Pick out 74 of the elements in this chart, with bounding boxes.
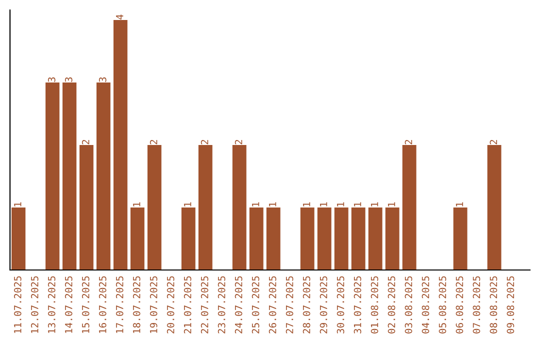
x-tick-label: 15.07.2025: [82, 276, 90, 333]
data-label: 1: [388, 202, 396, 206]
x-tick-label: 11.07.2025: [14, 276, 22, 333]
bar: [113, 20, 128, 270]
x-tick-label: 04.08.2025: [422, 276, 430, 334]
x-tick-label: 20.07.2025: [166, 276, 174, 334]
x-tick-label: 05.08.2025: [438, 276, 446, 334]
x-tick-label: 24.07.2025: [234, 276, 242, 334]
data-label: 1: [336, 202, 344, 206]
data-label: 2: [404, 140, 412, 144]
bar: [385, 208, 400, 270]
data-label: 1: [354, 202, 362, 206]
data-label: 1: [184, 202, 192, 206]
bar: [487, 145, 502, 270]
x-tick-label: 19.07.2025: [150, 276, 158, 333]
bar: [198, 145, 212, 270]
x-tick-label: 16.07.2025: [98, 276, 106, 333]
bar: [232, 145, 246, 270]
data-label: 2: [490, 140, 498, 144]
x-tick-label: 13.07.2025: [48, 276, 56, 333]
x-tick-label: 03.08.2025: [404, 276, 412, 334]
x-tick-label: 07.08.2025: [472, 276, 480, 334]
data-label: 1: [14, 202, 22, 206]
bar: [402, 145, 416, 270]
x-tick-label: 31.07.2025: [354, 276, 362, 334]
x-tick-label: 30.07.2025: [336, 276, 344, 334]
x-tick-label: 09.08.2025: [506, 276, 514, 334]
x-tick-label: 23.07.2025: [218, 276, 226, 334]
x-tick-label: 17.07.2025: [116, 276, 124, 333]
x-tick-label: 08.08.2025: [490, 276, 498, 334]
x-tick-label: 21.07.2025: [184, 276, 192, 334]
data-label: 1: [320, 202, 328, 206]
x-tick-label: 29.07.2025: [320, 276, 328, 334]
bar: [249, 208, 264, 270]
x-tick-label: 25.07.2025: [252, 276, 260, 334]
data-label: 1: [370, 202, 378, 206]
data-label: 1: [252, 202, 260, 206]
data-label: 1: [133, 202, 140, 206]
data-label: 2: [200, 140, 208, 144]
x-tick-label: 02.08.2025: [388, 276, 396, 334]
x-tick-label: 12.07.2025: [30, 276, 38, 333]
bar: [368, 208, 382, 270]
x-tick-label: 14.07.2025: [64, 276, 72, 333]
data-label: 4: [116, 14, 124, 20]
x-tick-label: 22.07.2025: [200, 276, 208, 334]
bar: [147, 145, 162, 270]
x-tick-label: 06.08.2025: [456, 276, 464, 334]
data-label: 1: [269, 202, 276, 206]
bar: [46, 82, 60, 270]
bar: [453, 208, 468, 270]
data-label: 2: [82, 140, 90, 144]
data-label: 1: [456, 202, 464, 206]
bar: [351, 208, 366, 270]
data-label: 3: [48, 77, 56, 82]
data-label: 3: [98, 77, 106, 82]
bar: [300, 208, 314, 270]
bar: [80, 145, 94, 270]
data-label: 2: [150, 140, 158, 144]
bar: [96, 82, 110, 270]
bar: [181, 208, 196, 270]
bar: [62, 82, 76, 270]
x-tick-label: 27.07.2025: [286, 276, 294, 334]
x-tick-label: 18.07.2025: [132, 276, 140, 333]
x-tick-label: 28.07.2025: [302, 276, 310, 334]
bar: [266, 208, 280, 270]
bar: [12, 208, 26, 270]
data-label: 2: [234, 140, 242, 144]
data-label: 3: [64, 77, 72, 82]
data-label: 1: [303, 202, 310, 206]
bar: [334, 208, 348, 270]
bar: [317, 208, 332, 270]
x-tick-label: 01.08.2025: [370, 276, 378, 334]
bar: [130, 208, 144, 270]
x-tick-label: 26.07.2025: [268, 276, 276, 334]
